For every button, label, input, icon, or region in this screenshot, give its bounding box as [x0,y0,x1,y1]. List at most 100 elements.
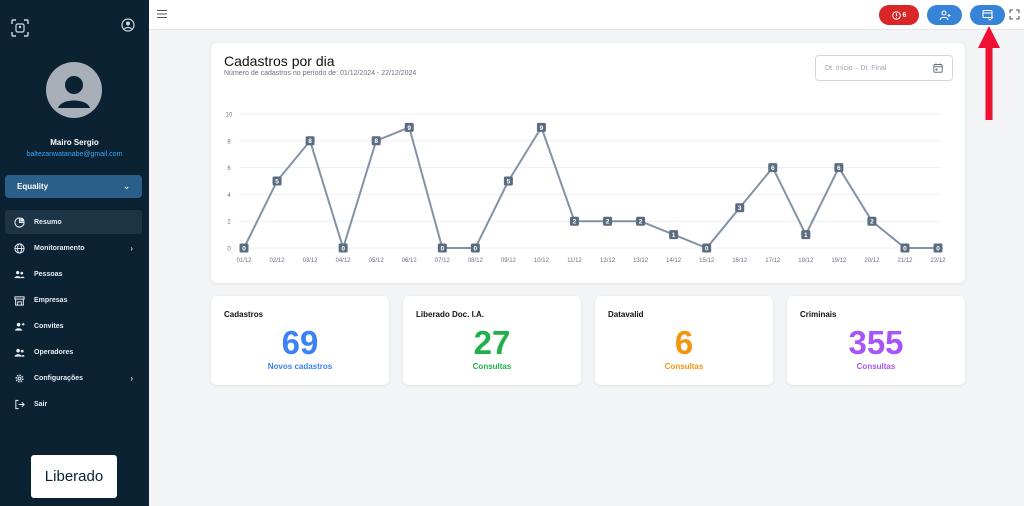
data-point [404,122,414,132]
date-range-input[interactable]: Dt. Início – Dt. Final [815,55,953,81]
data-label: 5 [507,178,511,185]
data-point [239,243,249,253]
alert-count: 6 [902,11,907,19]
data-label: 5 [275,178,279,185]
stat-card-liberado-doc: Liberado Doc. I.A. 27 Consultas [403,296,581,385]
data-point [933,243,943,253]
x-tick-label: 08/12 [468,258,484,264]
sidebar-item-label: Configurações [34,374,84,382]
face-scan-icon[interactable] [10,18,30,38]
sidebar-item-monitoramento[interactable]: Monitoramento › [5,236,142,260]
sidebar-item-pessoas[interactable]: Pessoas [5,262,142,286]
sidebar-item-empresas[interactable]: Empresas [5,288,142,312]
fullscreen-icon[interactable] [1009,9,1020,20]
stat-sublabel: Novos cadastros [267,362,333,371]
alert-icon [891,10,901,20]
data-point [536,122,546,132]
data-point [272,176,282,186]
data-label: 0 [242,245,246,252]
data-label: 9 [540,125,544,132]
alerts-button[interactable]: 6 [879,5,919,25]
data-label: 1 [672,232,676,239]
y-tick-label: 4 [227,193,231,199]
company-selector[interactable]: Equality ⌄ [5,175,142,198]
brand-name: Liberado [44,468,104,485]
calendar-icon[interactable] [933,63,943,73]
data-label: 2 [870,219,874,226]
stat-label: Cadastros [224,310,264,319]
sidebar-item-label: Monitoramento [34,244,85,252]
operators-icon [14,348,25,357]
sidebar-item-configuracoes[interactable]: Configurações › [5,366,142,390]
user-plus-icon [938,10,950,21]
x-tick-label: 11/12 [567,258,582,264]
user-email: baltezanwatanabe@gmail.com [26,151,123,158]
user-circle-icon[interactable] [121,18,135,32]
data-label: 2 [573,219,577,226]
sidebar-top [10,18,139,38]
stat-card-datavalid: Datavalid 6 Consultas [595,296,773,385]
annotation-arrow-icon [978,26,1000,120]
data-point [801,230,811,240]
y-tick-label: 6 [227,166,231,172]
add-user-button[interactable] [927,5,962,25]
stat-sublabel: Consultas [856,362,896,371]
stat-label: Datavalid [608,310,644,319]
sidebar-item-label: Empresas [34,296,68,304]
y-tick-label: 2 [227,220,231,226]
menu-icon[interactable] [157,9,167,19]
chevron-down-icon: ⌄ [123,182,130,191]
x-tick-label: 19/12 [831,258,847,264]
sidebar-item-resumo[interactable]: Resumo [5,210,142,234]
person-icon [58,76,90,108]
stat-sublabel: Consultas [664,362,704,371]
x-tick-label: 06/12 [402,258,418,264]
chevron-right-icon: › [130,373,133,383]
data-label: 1 [804,232,808,239]
data-point [338,243,348,253]
data-point [900,243,910,253]
sidebar-item-label: Pessoas [34,270,63,278]
stat-value: 69 [281,324,319,361]
x-tick-label: 07/12 [435,258,451,264]
data-label: 0 [903,245,907,252]
stat-value: 27 [473,324,511,361]
y-tick-label: 10 [226,113,233,119]
data-point [305,136,315,146]
data-label: 0 [705,245,709,252]
data-point [603,216,613,226]
y-tick-label: 0 [227,247,231,253]
data-point [834,163,844,173]
data-point [503,176,513,186]
data-point [768,163,778,173]
data-label: 0 [341,245,345,252]
document-check-button[interactable] [970,5,1005,25]
data-label: 2 [639,219,643,226]
x-tick-label: 22/12 [930,258,946,264]
globe-icon [14,242,25,254]
data-point [702,243,712,253]
data-point [569,216,579,226]
stat-label: Criminais [800,310,837,319]
x-tick-label: 15/12 [699,258,715,264]
sidebar-item-label: Sair [34,400,48,408]
avatar [46,62,102,118]
data-label: 0 [474,245,478,252]
people-icon [14,270,25,278]
stat-sublabel: Consultas [472,362,512,371]
data-label: 8 [374,138,378,145]
data-label: 9 [407,125,411,132]
x-tick-label: 10/12 [534,258,550,264]
data-label: 8 [308,138,312,145]
x-tick-label: 21/12 [897,258,913,264]
x-tick-label: 04/12 [336,258,352,264]
data-label: 0 [936,245,940,252]
chevron-right-icon: › [130,243,133,253]
sidebar-item-convites[interactable]: Convites [5,314,142,338]
sidebar-item-operadores[interactable]: Operadores [5,340,142,364]
x-tick-label: 12/12 [600,258,616,264]
sidebar-item-sair[interactable]: Sair [5,392,142,416]
topbar: 6 [149,0,1024,30]
data-point [669,230,679,240]
